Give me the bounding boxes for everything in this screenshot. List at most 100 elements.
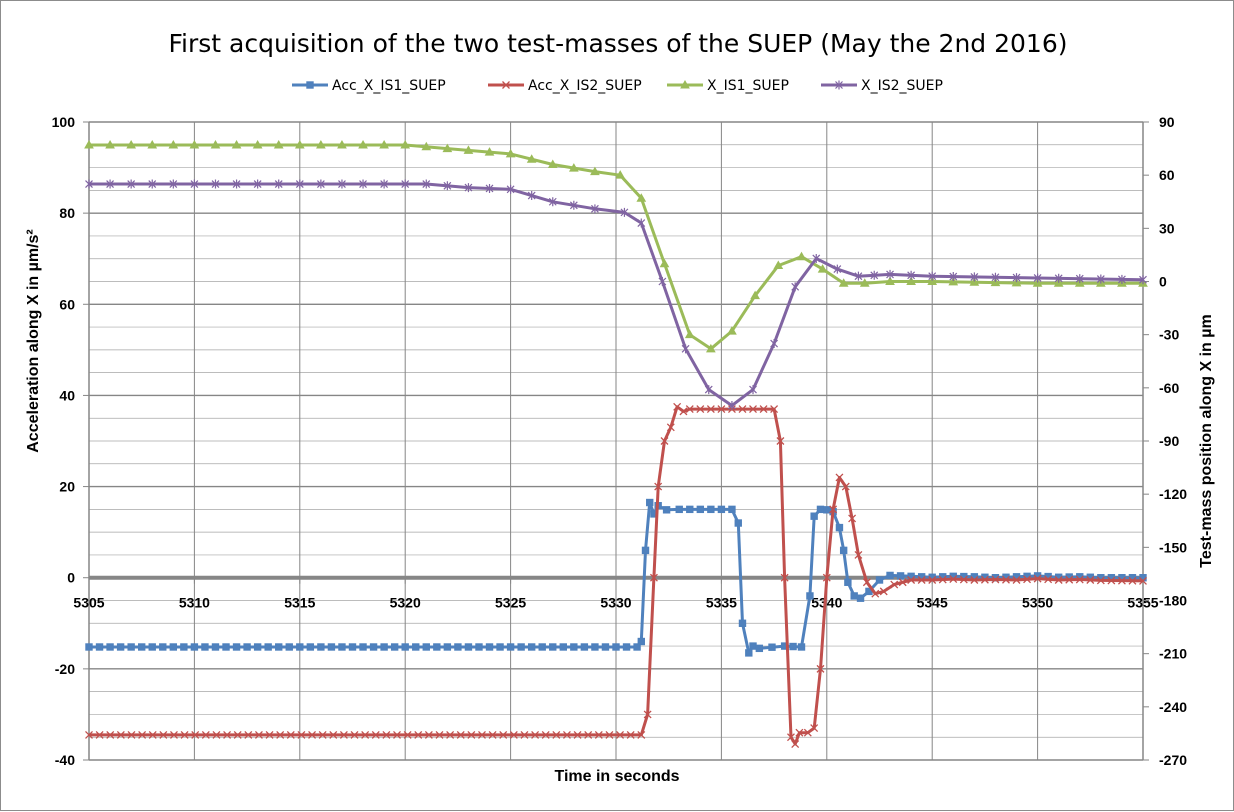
data-point — [898, 578, 907, 587]
data-point — [646, 498, 654, 507]
data-point — [1002, 575, 1010, 584]
legend-swatch-marker — [306, 81, 314, 89]
data-point — [749, 642, 757, 650]
data-point — [789, 642, 797, 651]
data-point — [812, 253, 821, 263]
data-point — [704, 385, 713, 395]
data-point — [871, 589, 880, 598]
data-point — [393, 730, 401, 739]
data-point — [745, 649, 753, 657]
data-point — [1117, 274, 1126, 284]
data-point — [275, 643, 283, 651]
data-point — [95, 643, 104, 651]
legend-item: X_IS1_SUEP — [667, 78, 789, 94]
data-point — [380, 643, 388, 651]
data-point — [696, 505, 705, 514]
y-left-tick-label: 40 — [59, 387, 75, 403]
data-point — [499, 730, 508, 739]
data-point — [759, 405, 768, 414]
data-point — [728, 505, 736, 514]
data-point — [232, 179, 241, 189]
data-point — [796, 251, 807, 261]
data-point — [679, 407, 688, 416]
data-point — [637, 637, 645, 646]
data-point — [148, 730, 157, 739]
data-point — [318, 730, 327, 739]
x-tick-label: 5355 — [1127, 595, 1158, 611]
data-point — [541, 730, 550, 739]
data-point — [243, 643, 251, 651]
data-point — [549, 643, 557, 651]
data-point — [749, 405, 757, 414]
data-point — [442, 143, 453, 153]
data-point — [547, 159, 558, 169]
data-point — [654, 482, 663, 491]
data-point — [822, 573, 831, 582]
data-point — [559, 643, 567, 651]
data-point — [991, 272, 1000, 282]
data-point — [446, 730, 455, 739]
data-point — [685, 405, 694, 414]
data-point — [791, 740, 800, 749]
data-point — [795, 728, 804, 737]
data-point — [1075, 274, 1084, 284]
data-point — [316, 179, 325, 189]
data-point — [991, 575, 1000, 584]
data-point — [201, 730, 210, 739]
data-point — [590, 166, 600, 176]
data-point — [870, 270, 879, 280]
data-point — [791, 282, 800, 292]
data-point — [738, 405, 747, 414]
data-point — [590, 204, 599, 214]
data-point — [637, 218, 646, 228]
data-point — [106, 179, 115, 189]
x-axis-title: Time in seconds — [554, 768, 679, 785]
y-left-tick-label: 20 — [59, 479, 75, 495]
data-point — [338, 179, 346, 189]
data-point — [509, 730, 518, 739]
data-point — [403, 730, 412, 739]
data-point — [1054, 576, 1063, 584]
data-point — [705, 343, 716, 353]
data-point — [907, 576, 916, 584]
data-point — [854, 271, 863, 281]
data-point — [456, 730, 465, 739]
data-point — [875, 576, 884, 584]
x-tick-label: 5330 — [600, 595, 631, 611]
y-right-tick-label: 30 — [1159, 220, 1175, 236]
data-point — [253, 179, 262, 189]
data-point — [358, 140, 368, 149]
data-point — [361, 730, 370, 739]
data-point — [496, 643, 504, 651]
data-point — [1012, 576, 1021, 584]
data-point — [1107, 576, 1116, 585]
data-point — [443, 643, 452, 651]
data-point — [568, 163, 579, 172]
data-point — [531, 730, 540, 739]
data-point — [506, 643, 515, 651]
y-right-tick-label: -90 — [1159, 433, 1179, 449]
data-point — [844, 578, 852, 586]
x-tick-label: 5335 — [706, 595, 737, 611]
data-point — [662, 506, 671, 514]
data-point — [727, 326, 737, 335]
data-point — [464, 643, 473, 651]
data-point — [1086, 576, 1095, 584]
data-point — [776, 437, 785, 445]
data-point — [168, 140, 179, 149]
data-point — [959, 575, 968, 584]
data-point — [615, 170, 626, 179]
data-point — [126, 140, 137, 149]
x-tick-label: 5310 — [179, 595, 210, 611]
data-point — [616, 730, 625, 739]
data-point — [749, 385, 757, 395]
data-point — [211, 643, 220, 651]
data-point — [948, 276, 959, 286]
legend-item: Acc_X_IS2_SUEP — [488, 78, 642, 94]
data-point — [231, 140, 242, 149]
data-point — [329, 730, 338, 739]
data-point — [254, 730, 263, 739]
series-X_IS1_SUEP — [84, 140, 1148, 353]
x-tick-label: 5345 — [917, 595, 948, 611]
data-point — [906, 276, 916, 285]
